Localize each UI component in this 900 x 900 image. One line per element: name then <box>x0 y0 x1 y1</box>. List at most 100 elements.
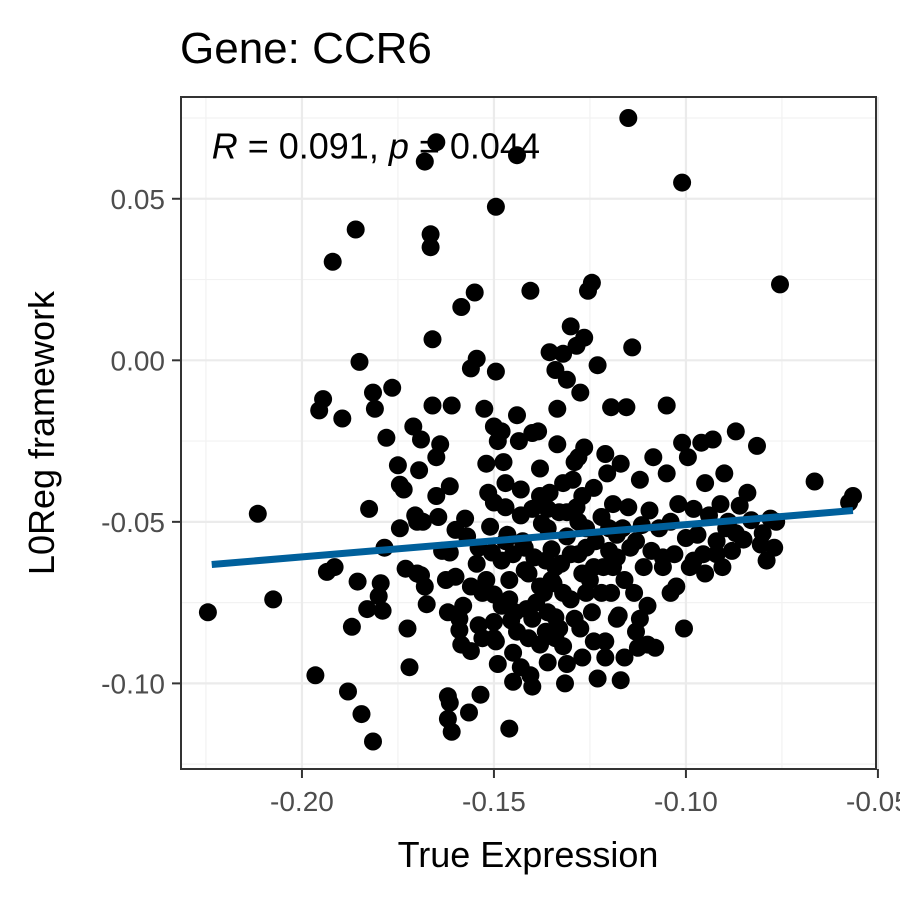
data-point-258 <box>508 622 526 641</box>
data-point-20 <box>365 399 384 418</box>
data-point-275 <box>596 648 615 667</box>
y-tick-label-0: -0.10 <box>101 668 165 699</box>
chart-title: Gene: CCR6 <box>180 24 432 73</box>
data-point-198 <box>840 493 859 512</box>
data-point-203 <box>521 281 540 300</box>
data-point-278 <box>496 474 515 493</box>
data-point-84 <box>486 362 505 381</box>
data-point-25 <box>377 428 396 447</box>
data-point-260 <box>523 609 542 628</box>
data-point-212 <box>623 338 642 357</box>
correlation-text: R = 0.091, p = 0.044 <box>212 125 540 166</box>
data-point-144 <box>615 571 634 589</box>
data-point-276 <box>611 671 630 690</box>
data-point-49 <box>429 508 448 526</box>
data-point-132 <box>588 669 607 688</box>
data-point-225 <box>519 564 538 583</box>
data-point-220 <box>548 399 567 418</box>
correlation-annotation: R = 0.091, p = 0.044 <box>212 125 540 166</box>
data-point-235 <box>596 445 615 463</box>
data-point-236 <box>604 558 622 577</box>
data-point-142 <box>611 454 630 473</box>
x-axis-title: True Expression <box>398 834 659 875</box>
data-point-3 <box>306 666 325 685</box>
data-point-213 <box>602 398 621 417</box>
data-point-239 <box>627 532 645 551</box>
data-point-95 <box>509 432 528 451</box>
data-point-75 <box>475 399 494 418</box>
data-point-279 <box>511 506 530 525</box>
data-point-136 <box>598 464 617 483</box>
data-point-174 <box>696 474 715 493</box>
data-point-199 <box>619 109 638 127</box>
data-point-246 <box>707 545 726 564</box>
data-point-11 <box>346 220 365 239</box>
data-point-23 <box>373 601 392 620</box>
data-point-266 <box>569 512 588 531</box>
data-point-233 <box>577 583 596 602</box>
data-point-82 <box>488 655 507 673</box>
x-tick-label-0: -0.20 <box>270 786 334 817</box>
data-point-152 <box>634 558 653 577</box>
data-point-33 <box>400 658 419 677</box>
data-point-166 <box>675 619 693 638</box>
data-point-60 <box>438 709 457 728</box>
r-symbol: R <box>212 125 238 166</box>
data-point-242 <box>653 548 672 567</box>
data-point-217 <box>484 417 503 436</box>
data-point-292 <box>538 603 557 622</box>
data-point-245 <box>696 564 715 583</box>
data-point-204 <box>561 317 580 336</box>
data-point-67 <box>460 703 478 722</box>
data-point-86 <box>494 453 513 472</box>
data-point-206 <box>567 336 586 355</box>
data-point-45 <box>423 330 442 349</box>
data-point-294 <box>565 609 584 628</box>
data-point-243 <box>661 583 680 602</box>
data-point-51 <box>431 435 450 454</box>
data-point-139 <box>604 495 622 514</box>
plot-panel-border <box>180 96 877 770</box>
data-point-1 <box>248 504 267 523</box>
data-point-269 <box>592 583 611 602</box>
data-point-27 <box>388 456 407 475</box>
x-tick-label-2: -0.10 <box>654 786 718 817</box>
data-point-277 <box>511 658 530 677</box>
data-point-295 <box>573 564 592 583</box>
data-point-234 <box>584 632 603 651</box>
data-point-264 <box>554 583 573 602</box>
data-point-83 <box>486 197 505 216</box>
data-point-160 <box>657 464 676 483</box>
data-point-253 <box>461 642 480 661</box>
data-point-250 <box>415 577 434 596</box>
data-point-267 <box>577 538 596 557</box>
data-point-283 <box>569 448 588 467</box>
data-point-284 <box>484 493 503 512</box>
data-point-19 <box>364 383 382 402</box>
data-point-164 <box>669 495 688 514</box>
data-point-114 <box>548 435 567 454</box>
data-point-15 <box>350 352 369 371</box>
data-point-288 <box>450 609 469 628</box>
data-point-215 <box>657 396 676 415</box>
data-point-261 <box>531 635 549 654</box>
data-point-59 <box>438 687 457 706</box>
data-point-73 <box>471 685 490 704</box>
data-point-196 <box>805 472 824 491</box>
data-point-193 <box>765 538 784 557</box>
data-point-10 <box>342 617 361 636</box>
data-point-178 <box>711 495 730 514</box>
data-point-150 <box>630 470 649 489</box>
data-point-22 <box>371 574 390 593</box>
x-tick-label-3: -0.05 <box>846 786 900 817</box>
data-point-154 <box>640 501 659 520</box>
data-point-171 <box>688 525 707 544</box>
data-point-287 <box>461 577 480 596</box>
data-point-78 <box>481 517 500 536</box>
data-point-71 <box>467 554 486 573</box>
data-point-38 <box>412 430 430 449</box>
data-point-255 <box>477 571 496 589</box>
data-point-202 <box>579 281 597 300</box>
data-point-76 <box>477 454 496 473</box>
data-point-218 <box>488 432 507 451</box>
